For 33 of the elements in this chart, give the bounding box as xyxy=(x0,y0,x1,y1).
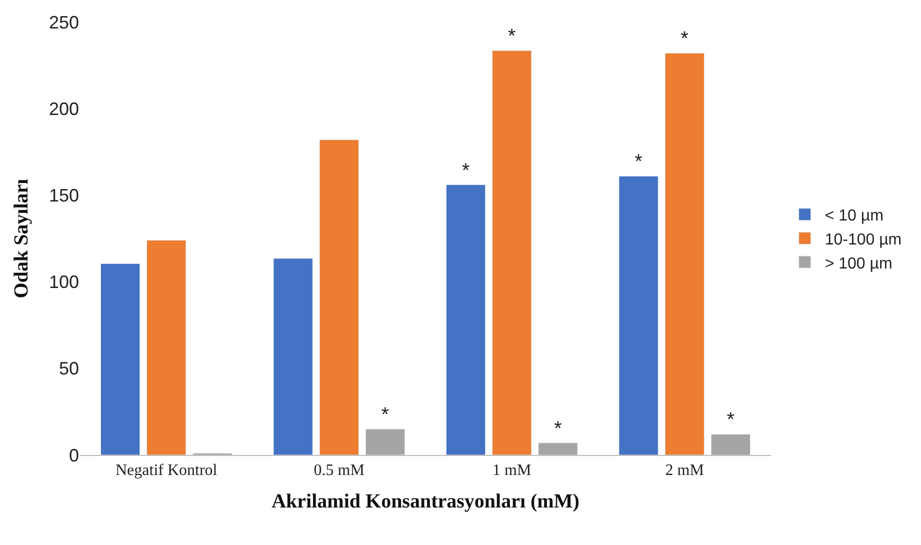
bar xyxy=(100,263,140,455)
y-tick-label: 250 xyxy=(48,12,79,32)
data-label: * xyxy=(554,418,562,440)
data-label: * xyxy=(726,409,735,432)
y-tick-label: 150 xyxy=(48,186,79,206)
bar xyxy=(446,184,486,455)
legend-label: > 100 µm xyxy=(824,255,892,272)
bar xyxy=(492,50,532,455)
bar xyxy=(664,52,704,455)
y-tick-label: 50 xyxy=(58,358,79,379)
data-label: * xyxy=(462,160,470,182)
data-label: * xyxy=(508,26,516,48)
y-tick-label: 200 xyxy=(48,98,79,119)
y-tick-label: 100 xyxy=(48,272,79,292)
x-axis-title: Akrilamid Konsantrasyonları (mM) xyxy=(272,490,580,513)
bar xyxy=(618,176,658,455)
x-tick-label: Negatif Kontrol xyxy=(116,462,218,480)
data-label: * xyxy=(381,404,390,426)
data-label: * xyxy=(680,28,689,50)
legend-label: 10-100 µm xyxy=(824,231,902,248)
bar xyxy=(538,442,578,455)
y-tick-label: 0 xyxy=(68,445,79,466)
x-tick-label: 2 mM xyxy=(665,462,704,480)
bar xyxy=(146,240,186,455)
x-tick-label: 0.5 mM xyxy=(314,462,364,480)
y-axis-title: Odak Sayıları xyxy=(10,178,32,298)
bar xyxy=(710,434,751,455)
bar xyxy=(319,140,359,455)
legend-label: < 10 µm xyxy=(824,208,884,225)
data-label: * xyxy=(634,151,643,174)
bar xyxy=(365,428,406,455)
bar xyxy=(273,258,313,455)
x-tick-label: 1 mM xyxy=(492,462,532,480)
